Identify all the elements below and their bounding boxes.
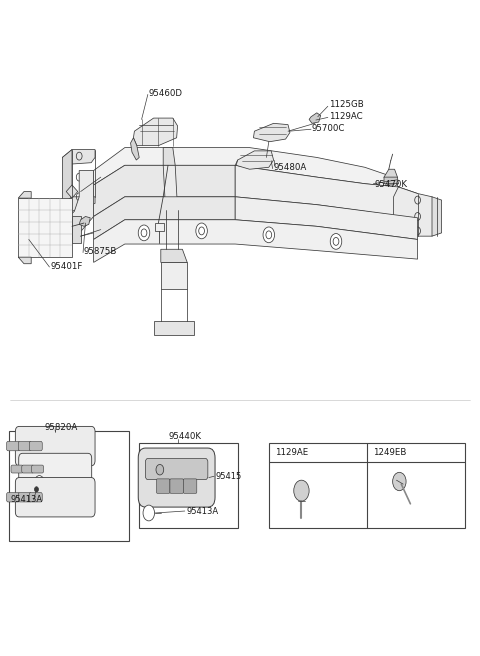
Text: 1129AE: 1129AE: [275, 448, 308, 457]
Text: 95401F: 95401F: [50, 262, 83, 271]
FancyBboxPatch shape: [145, 459, 208, 480]
Text: 95820A: 95820A: [44, 423, 77, 432]
Text: 95413A: 95413A: [11, 495, 43, 504]
FancyBboxPatch shape: [32, 465, 44, 473]
Polygon shape: [94, 197, 235, 239]
Ellipse shape: [143, 505, 155, 521]
Ellipse shape: [138, 225, 150, 241]
FancyBboxPatch shape: [18, 441, 32, 451]
Bar: [18, 198, 72, 257]
Polygon shape: [79, 216, 90, 226]
Text: 95700C: 95700C: [312, 124, 346, 133]
Polygon shape: [432, 197, 442, 236]
Text: 1129AC: 1129AC: [329, 112, 362, 121]
Polygon shape: [62, 171, 94, 243]
Polygon shape: [18, 257, 31, 264]
Polygon shape: [163, 165, 178, 210]
Ellipse shape: [196, 223, 207, 239]
Bar: [9, 431, 129, 541]
FancyBboxPatch shape: [22, 465, 34, 473]
FancyBboxPatch shape: [7, 441, 20, 451]
FancyBboxPatch shape: [156, 479, 170, 493]
FancyBboxPatch shape: [170, 479, 183, 493]
FancyBboxPatch shape: [15, 426, 95, 466]
Text: 95413A: 95413A: [186, 507, 218, 516]
Text: 1125GB: 1125GB: [329, 100, 363, 110]
Polygon shape: [384, 177, 398, 184]
Polygon shape: [94, 220, 418, 262]
Text: 95875B: 95875B: [84, 247, 118, 256]
Ellipse shape: [156, 464, 164, 475]
Ellipse shape: [330, 234, 342, 249]
Polygon shape: [163, 148, 175, 165]
FancyBboxPatch shape: [19, 453, 92, 485]
Polygon shape: [94, 148, 398, 187]
Polygon shape: [235, 165, 418, 218]
Polygon shape: [62, 197, 95, 218]
Bar: [269, 443, 465, 528]
Text: 95480A: 95480A: [274, 163, 307, 173]
Text: 95460D: 95460D: [149, 89, 183, 98]
Ellipse shape: [35, 476, 44, 489]
Polygon shape: [161, 249, 187, 262]
Text: 95415: 95415: [215, 472, 241, 481]
FancyBboxPatch shape: [29, 441, 42, 451]
Ellipse shape: [35, 487, 38, 492]
Polygon shape: [384, 169, 397, 185]
Polygon shape: [18, 192, 31, 198]
Polygon shape: [133, 118, 178, 146]
Polygon shape: [94, 165, 235, 216]
FancyBboxPatch shape: [18, 493, 32, 502]
FancyBboxPatch shape: [11, 465, 23, 473]
Text: 1249EB: 1249EB: [373, 448, 407, 457]
FancyBboxPatch shape: [183, 479, 197, 493]
Text: 95470K: 95470K: [374, 180, 408, 190]
FancyBboxPatch shape: [7, 493, 20, 502]
Polygon shape: [131, 138, 139, 160]
Polygon shape: [66, 185, 78, 198]
Ellipse shape: [294, 480, 309, 501]
Polygon shape: [161, 262, 187, 289]
FancyBboxPatch shape: [29, 493, 42, 502]
Polygon shape: [309, 113, 321, 123]
Polygon shape: [154, 321, 194, 335]
Bar: [72, 216, 81, 243]
Polygon shape: [253, 123, 290, 142]
Polygon shape: [62, 150, 72, 205]
FancyBboxPatch shape: [15, 478, 95, 517]
Polygon shape: [62, 150, 95, 164]
Text: 95440K: 95440K: [169, 432, 202, 441]
Ellipse shape: [393, 472, 406, 491]
Polygon shape: [236, 151, 274, 169]
Ellipse shape: [263, 227, 275, 243]
FancyBboxPatch shape: [138, 448, 215, 507]
Polygon shape: [235, 197, 418, 239]
Bar: [139, 443, 238, 528]
Polygon shape: [394, 187, 437, 236]
